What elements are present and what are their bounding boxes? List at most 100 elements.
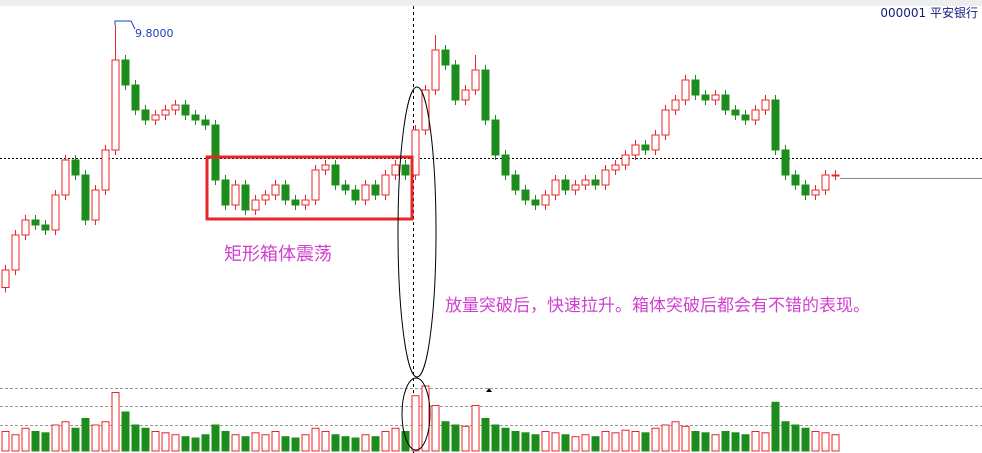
volume-bar — [461, 425, 470, 452]
volume-bar — [331, 434, 340, 452]
candle-body — [241, 184, 250, 211]
candle-body — [601, 169, 610, 186]
candle-body — [541, 194, 550, 206]
candle-body — [491, 119, 500, 156]
volume-bar — [641, 432, 650, 452]
candle-body — [721, 94, 730, 111]
volume-bar — [81, 418, 90, 452]
volume-bar — [821, 432, 830, 452]
volume-bar — [651, 427, 660, 452]
volume-bar — [311, 427, 320, 452]
volume-bar — [711, 434, 720, 452]
candle-body — [311, 169, 320, 201]
candle-body — [501, 154, 510, 176]
volume-bar — [671, 421, 680, 452]
candle-body — [231, 184, 240, 206]
candle-body — [131, 84, 140, 111]
volume-bar — [191, 437, 200, 452]
candle-body — [321, 164, 330, 171]
candle-body — [61, 159, 70, 196]
volume-bar — [281, 436, 290, 452]
volume-bar — [411, 395, 420, 452]
candle-body — [701, 94, 710, 101]
volume-bar — [371, 436, 380, 452]
volume-bar — [401, 431, 410, 452]
candle-body — [781, 149, 790, 176]
volume-bar — [181, 436, 190, 452]
volume-bar — [101, 421, 110, 452]
volume-bar — [701, 432, 710, 452]
candle-body — [751, 109, 760, 121]
candle-body — [481, 69, 490, 121]
candle-body — [441, 49, 450, 66]
candle-body — [591, 179, 600, 186]
candle-body — [571, 184, 580, 191]
volume-bar — [121, 411, 130, 452]
volume-ellipse — [401, 377, 431, 451]
volume-bar — [221, 431, 230, 452]
volume-bar — [741, 434, 750, 452]
volume-bar — [531, 434, 540, 452]
volume-bar — [51, 424, 60, 452]
candle-body — [71, 159, 80, 176]
candle-body — [771, 99, 780, 151]
volume-bar — [91, 424, 100, 452]
chart-title: 000001 平安银行 — [880, 5, 978, 20]
breakout-ellipse — [397, 86, 437, 378]
volume-bar — [521, 432, 530, 452]
candle-body — [271, 184, 280, 196]
volume-bar — [141, 427, 150, 452]
volume-bar — [1, 431, 10, 452]
volume-bar — [541, 431, 550, 452]
candle-body — [51, 194, 60, 231]
candle-body — [21, 219, 30, 236]
volume-bar — [491, 424, 500, 452]
volume-bar — [801, 427, 810, 452]
candle-body — [661, 109, 670, 136]
candle-body — [421, 89, 430, 131]
volume-bar — [451, 424, 460, 452]
peak-label: 9.8000 — [135, 27, 174, 40]
candle-body — [431, 49, 440, 91]
candle-body — [401, 164, 410, 176]
candle-body — [611, 164, 620, 171]
candle-body — [521, 189, 530, 201]
volume-bar — [691, 431, 700, 452]
candle-body — [121, 59, 130, 86]
volume-bar — [581, 434, 590, 452]
volume-bar — [561, 434, 570, 452]
volume-bar — [751, 431, 760, 452]
volume-bar — [621, 429, 630, 452]
volume-bar — [731, 432, 740, 452]
candle-body — [391, 164, 400, 176]
volume-bar — [381, 431, 390, 452]
candle-body — [581, 179, 590, 186]
volume-bar — [21, 427, 30, 452]
volume-bar — [811, 431, 820, 452]
candle-body — [31, 219, 40, 226]
candle-body — [111, 59, 120, 151]
candle-body — [261, 194, 270, 201]
volume-bar — [151, 431, 160, 452]
candle-body — [551, 179, 560, 196]
candle-body — [741, 114, 750, 121]
candle-body — [151, 114, 160, 121]
volume-bar — [321, 431, 330, 452]
time-axis-strip — [0, 0, 982, 6]
volume-bar — [471, 405, 480, 452]
volume-bar — [41, 432, 50, 452]
candle-body — [81, 174, 90, 221]
candle-body — [641, 144, 650, 151]
candle-body — [211, 124, 220, 181]
candle-body — [281, 184, 290, 201]
candle-body — [251, 199, 260, 211]
candle-body — [331, 164, 340, 186]
candle-body — [631, 144, 640, 156]
candle-body — [341, 184, 350, 191]
candle-body — [511, 174, 520, 191]
volume-bar — [481, 418, 490, 452]
candle-body — [561, 179, 570, 191]
volume-bar — [681, 425, 690, 452]
volume-bar — [31, 431, 40, 452]
